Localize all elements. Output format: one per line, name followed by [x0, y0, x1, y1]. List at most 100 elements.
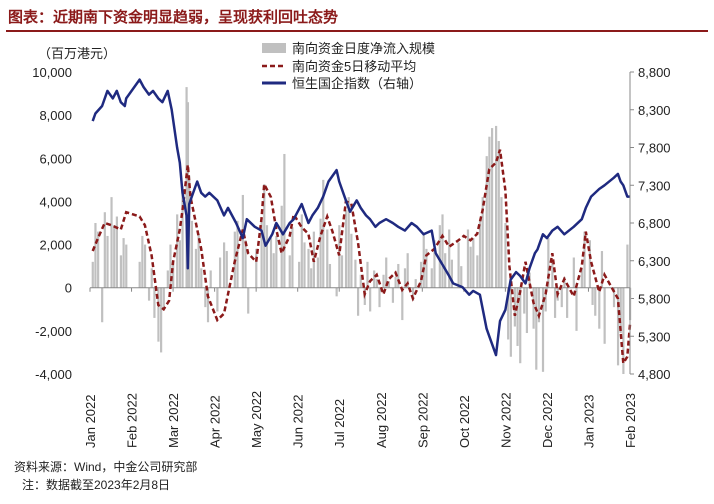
x-tick-label: Oct 2022 — [457, 395, 472, 448]
bar — [422, 233, 425, 288]
bar — [160, 287, 163, 353]
bar — [603, 287, 606, 344]
bar — [547, 238, 550, 288]
bar — [138, 261, 141, 288]
bar — [441, 214, 444, 288]
bar — [373, 270, 376, 288]
bar — [300, 214, 303, 288]
x-tick-label: Jun 2022 — [291, 395, 306, 449]
bar — [490, 128, 494, 288]
bar — [153, 287, 156, 318]
bar — [600, 251, 604, 288]
left-tick-label: 4,000 — [39, 194, 72, 209]
bar — [103, 212, 106, 288]
bar — [575, 287, 578, 331]
bar — [448, 229, 451, 288]
right-tick-label: 5,800 — [638, 292, 671, 307]
bar — [209, 270, 212, 288]
bar — [472, 238, 475, 288]
x-tick-label: Dec 2022 — [540, 392, 555, 448]
figure-title: 图表：近期南下资金明显趋弱，呈现获利回吐态势 — [8, 9, 339, 26]
bar — [495, 125, 498, 288]
bar — [519, 287, 522, 364]
bar — [91, 261, 94, 288]
bar — [322, 179, 325, 288]
bar — [425, 248, 428, 288]
bar — [298, 261, 301, 288]
bar — [197, 233, 200, 288]
bar — [622, 287, 625, 374]
legend-label-hscei: 恒生国企指数（右轴） — [292, 76, 422, 91]
right-tick-label: 6,800 — [638, 216, 671, 231]
bar — [411, 287, 415, 301]
bar — [500, 197, 503, 288]
bar — [504, 223, 507, 288]
bar — [94, 223, 97, 288]
right-tick-label: 7,300 — [638, 178, 671, 193]
bar — [186, 102, 190, 288]
bar — [280, 205, 283, 288]
x-tick-label: Jan 2023 — [581, 395, 596, 449]
bar — [172, 261, 175, 288]
bar — [438, 225, 441, 288]
bar — [263, 184, 266, 288]
bar — [225, 251, 228, 288]
left-tick-label: -4,000 — [35, 367, 72, 382]
bar — [340, 255, 344, 288]
bar — [97, 231, 100, 288]
bar — [419, 261, 423, 288]
bar — [241, 194, 244, 288]
bar — [157, 287, 160, 342]
left-tick-label: 6,000 — [39, 151, 72, 166]
bar — [247, 287, 250, 314]
bar — [190, 220, 194, 288]
x-tick-label: Apr 2022 — [208, 395, 223, 448]
bar — [535, 287, 538, 370]
bar — [326, 229, 329, 288]
bar — [551, 261, 554, 288]
bar — [288, 255, 291, 288]
right-axis-ticks: 8,800 8,300 7,800 7,300 6,800 6,300 5,800 5,300… — [630, 65, 671, 382]
bar — [397, 263, 400, 288]
bar — [328, 263, 332, 288]
right-tick-label: 7,800 — [638, 141, 671, 156]
bar — [244, 240, 247, 288]
bar — [125, 244, 128, 288]
bar — [594, 287, 597, 316]
right-tick-label: 8,300 — [638, 103, 671, 118]
right-tick-label: 6,300 — [638, 254, 671, 269]
bar — [185, 87, 188, 288]
bar — [394, 276, 397, 288]
bar — [560, 287, 563, 308]
bar — [347, 197, 350, 288]
bar — [272, 253, 275, 288]
right-tick-label: 4,800 — [638, 367, 671, 382]
right-tick-label: 8,800 — [638, 65, 671, 80]
bar — [260, 220, 263, 288]
legend-label-ma5: 南向资金5日移动平均 — [292, 59, 416, 74]
left-tick-label: 10,000 — [32, 65, 72, 80]
bar — [218, 257, 222, 288]
bar — [460, 266, 463, 288]
bar — [356, 287, 360, 316]
bar — [335, 287, 338, 297]
bar — [216, 287, 219, 312]
bar — [110, 197, 113, 288]
bar — [532, 287, 535, 329]
bar — [162, 287, 165, 310]
bar — [414, 279, 417, 288]
bar — [401, 287, 404, 321]
bar — [616, 287, 620, 366]
bar — [222, 242, 226, 288]
bar — [553, 287, 557, 318]
bar — [204, 287, 207, 308]
bar — [481, 197, 484, 288]
legend-swatch-bars — [262, 43, 286, 53]
bar — [344, 210, 348, 288]
left-tick-label: 8,000 — [39, 108, 72, 123]
bar — [563, 276, 566, 288]
bar — [194, 248, 198, 288]
legend-label-bars: 南向资金日度净流入规模 — [292, 41, 435, 56]
bar — [450, 259, 453, 288]
